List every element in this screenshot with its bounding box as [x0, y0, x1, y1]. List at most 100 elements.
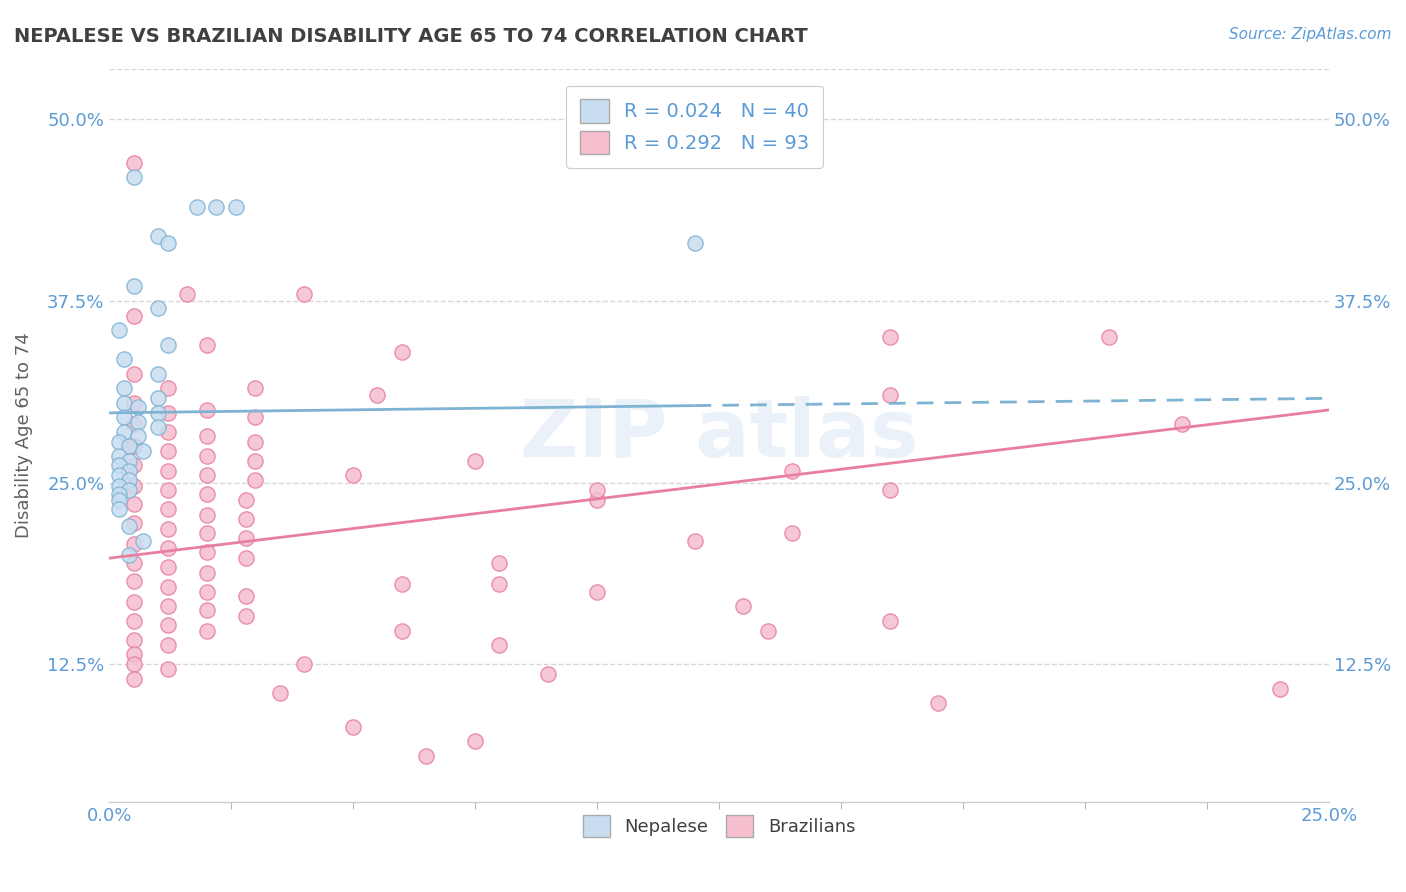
Point: [156, 541, 179, 555]
Point: [235, 609, 257, 624]
Point: [156, 618, 179, 632]
Point: [195, 624, 218, 638]
Point: [108, 493, 131, 508]
Point: [235, 531, 257, 545]
Text: NEPALESE VS BRAZILIAN DISABILITY AGE 65 TO 74 CORRELATION CHART: NEPALESE VS BRAZILIAN DISABILITY AGE 65 …: [14, 27, 808, 45]
Point: [235, 493, 257, 508]
Point: [108, 478, 131, 492]
Point: [117, 519, 139, 533]
Point: [132, 443, 155, 458]
Point: [112, 410, 135, 425]
Point: [366, 388, 388, 402]
Point: [195, 487, 218, 501]
Point: [927, 697, 949, 711]
Point: [146, 367, 169, 381]
Point: [146, 392, 169, 406]
Point: [156, 638, 179, 652]
Point: [195, 526, 218, 541]
Point: [176, 286, 198, 301]
Point: [245, 434, 267, 449]
Point: [146, 228, 169, 243]
Text: Source: ZipAtlas.com: Source: ZipAtlas.com: [1229, 27, 1392, 42]
Text: ZIP atlas: ZIP atlas: [520, 396, 918, 475]
Point: [195, 603, 218, 617]
Point: [342, 720, 364, 734]
Point: [122, 309, 145, 323]
Point: [156, 483, 179, 497]
Point: [156, 464, 179, 478]
Point: [245, 381, 267, 395]
Y-axis label: Disability Age 65 to 74: Disability Age 65 to 74: [15, 333, 32, 538]
Point: [1268, 681, 1291, 696]
Point: [488, 556, 510, 570]
Point: [122, 536, 145, 550]
Point: [108, 450, 131, 464]
Point: [156, 501, 179, 516]
Point: [756, 624, 779, 638]
Point: [391, 344, 413, 359]
Point: [879, 614, 901, 628]
Point: [122, 556, 145, 570]
Point: [733, 599, 755, 614]
Point: [235, 512, 257, 526]
Point: [122, 417, 145, 432]
Point: [122, 574, 145, 589]
Point: [391, 624, 413, 638]
Point: [195, 545, 218, 559]
Point: [292, 286, 315, 301]
Point: [245, 473, 267, 487]
Point: [122, 367, 145, 381]
Point: [117, 548, 139, 562]
Point: [586, 483, 609, 497]
Point: [112, 352, 135, 367]
Point: [117, 454, 139, 468]
Point: [269, 686, 291, 700]
Point: [122, 497, 145, 511]
Point: [245, 410, 267, 425]
Point: [156, 580, 179, 594]
Point: [108, 323, 131, 337]
Point: [112, 381, 135, 395]
Point: [122, 595, 145, 609]
Point: [122, 647, 145, 661]
Point: [683, 533, 706, 548]
Point: [464, 734, 486, 748]
Point: [195, 403, 218, 417]
Point: [586, 493, 609, 508]
Point: [146, 420, 169, 434]
Point: [122, 156, 145, 170]
Point: [879, 388, 901, 402]
Point: [122, 632, 145, 647]
Point: [879, 483, 901, 497]
Point: [122, 614, 145, 628]
Point: [156, 406, 179, 420]
Point: [122, 672, 145, 686]
Point: [780, 464, 803, 478]
Point: [122, 279, 145, 293]
Point: [195, 429, 218, 443]
Point: [292, 657, 315, 672]
Point: [235, 589, 257, 603]
Point: [780, 526, 803, 541]
Point: [117, 464, 139, 478]
Point: [112, 425, 135, 439]
Point: [127, 400, 149, 414]
Point: [235, 551, 257, 566]
Point: [186, 200, 208, 214]
Point: [195, 468, 218, 483]
Point: [132, 533, 155, 548]
Point: [112, 395, 135, 409]
Point: [156, 235, 179, 250]
Point: [122, 439, 145, 453]
Point: [879, 330, 901, 344]
Point: [117, 439, 139, 453]
Point: [108, 434, 131, 449]
Legend: Nepalese, Brazilians: Nepalese, Brazilians: [575, 808, 862, 845]
Point: [156, 425, 179, 439]
Point: [464, 454, 486, 468]
Point: [1098, 330, 1121, 344]
Point: [683, 235, 706, 250]
Point: [122, 657, 145, 672]
Point: [117, 473, 139, 487]
Point: [108, 458, 131, 473]
